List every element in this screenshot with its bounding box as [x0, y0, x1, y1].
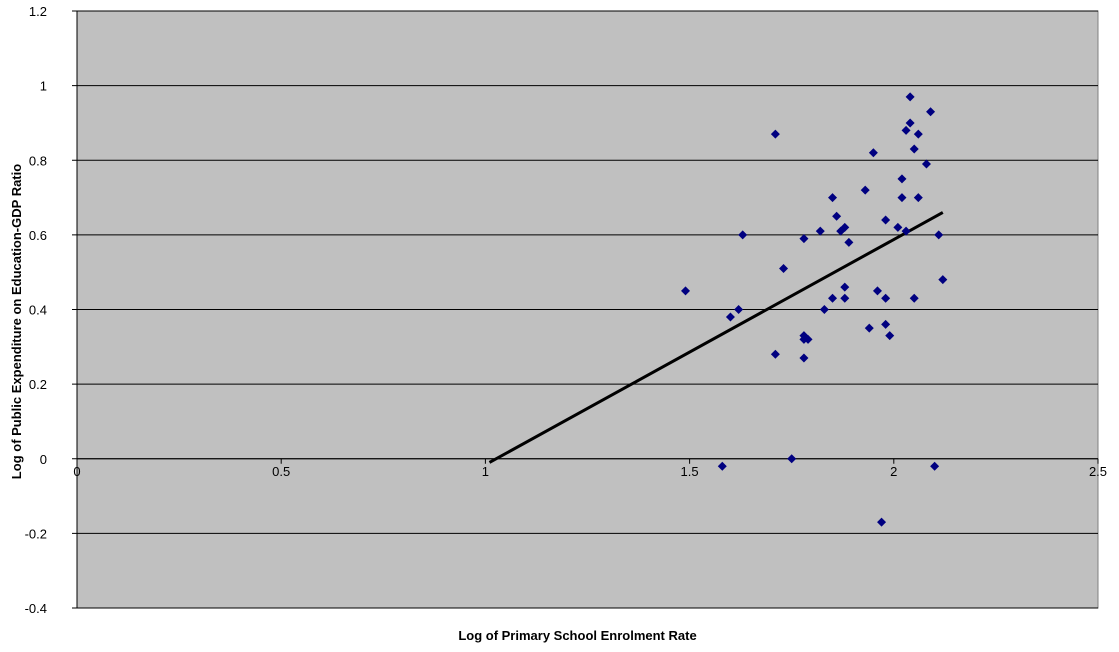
data-point [905, 92, 915, 102]
data-point [770, 349, 780, 359]
y-tick-labels: 1.2 1 0.8 0.6 0.4 0.2 0 -0.2 -0.4 [25, 4, 47, 616]
data-point [872, 286, 882, 296]
data-point [909, 144, 919, 154]
data-point [938, 275, 948, 285]
data-point [881, 319, 891, 329]
y-axis-title: Log of Public Expenditure on Education-G… [9, 164, 24, 479]
x-tick-label: 1.5 [681, 464, 699, 479]
x-axis-title: Log of Primary School Enrolment Rate [458, 628, 696, 643]
trendline-group [488, 211, 944, 464]
y-tick-label: -0.2 [25, 526, 47, 541]
data-point [840, 282, 850, 292]
data-point [901, 226, 911, 236]
data-point [832, 211, 842, 221]
axes [72, 10, 1099, 609]
data-point [926, 107, 936, 117]
data-point [828, 193, 838, 203]
data-point [913, 129, 923, 139]
data-point [828, 293, 838, 303]
data-point [717, 461, 727, 471]
data-point [779, 263, 789, 273]
data-point [881, 293, 891, 303]
data-point [819, 305, 829, 314]
data-point [840, 293, 850, 303]
data-point [844, 237, 854, 247]
data-point [799, 234, 809, 244]
data-point [913, 193, 923, 203]
y-tick-label: 0.4 [29, 303, 47, 318]
y-tick-label: 1 [40, 79, 47, 94]
data-point [815, 226, 825, 236]
data-point [770, 129, 780, 139]
data-point [934, 230, 944, 240]
data-point [799, 353, 809, 363]
x-tick-label: 2 [890, 464, 897, 479]
data-point [930, 461, 940, 471]
x-tick-label: 0.5 [272, 464, 290, 479]
y-tick-label: 0.8 [29, 153, 47, 168]
data-points [681, 92, 948, 527]
data-point [921, 159, 931, 169]
x-tick-label: 0 [73, 464, 80, 479]
data-point [885, 331, 895, 341]
trendline [488, 211, 944, 464]
x-tick-label: 2.5 [1089, 464, 1107, 479]
x-tick-labels: 0 0.5 1 1.5 2 2.5 [73, 464, 1107, 479]
data-point [860, 185, 870, 195]
data-point [897, 193, 907, 203]
data-point [840, 222, 850, 232]
data-point [803, 334, 813, 344]
y-tick-label: 0.6 [29, 228, 47, 243]
data-point [868, 148, 878, 158]
data-point [734, 305, 744, 314]
y-tick-label: 0 [40, 452, 47, 467]
data-point [905, 118, 915, 128]
data-point [738, 230, 748, 240]
data-point [787, 454, 797, 464]
y-tick-label: 0.2 [29, 377, 47, 392]
y-tick-label: 1.2 [29, 4, 47, 19]
data-point [681, 286, 691, 296]
data-point [881, 215, 891, 225]
data-point [877, 517, 887, 527]
data-point [864, 323, 874, 333]
y-tick-label: -0.4 [25, 601, 47, 616]
data-point [909, 293, 919, 303]
data-point [897, 174, 907, 184]
data-point [725, 312, 735, 322]
data-point [901, 125, 911, 135]
data-point [893, 222, 903, 232]
x-tick-label: 1 [482, 464, 489, 479]
